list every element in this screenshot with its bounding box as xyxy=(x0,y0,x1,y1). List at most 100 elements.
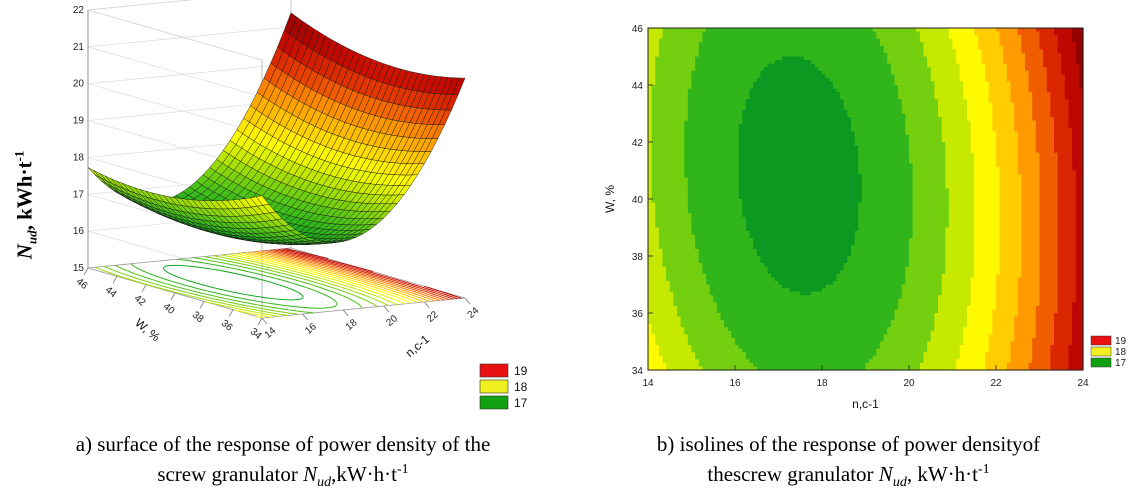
contour-cell xyxy=(691,362,696,368)
contour-cell xyxy=(778,170,783,175)
contour-cell xyxy=(738,366,743,371)
contour-cell xyxy=(658,298,664,303)
contour-cell xyxy=(727,288,732,293)
contour-cell xyxy=(753,134,758,140)
contour-cell xyxy=(662,366,667,371)
contour-cell xyxy=(709,113,714,118)
contour-cell xyxy=(695,188,700,193)
contour-cell xyxy=(702,152,707,157)
contour-cell xyxy=(774,337,780,343)
contour-cell xyxy=(680,206,685,211)
contour-cell xyxy=(709,245,714,250)
contour-cell xyxy=(742,191,747,197)
contour-cell xyxy=(782,166,787,172)
contour-cell xyxy=(731,320,736,325)
contour-cell xyxy=(742,120,747,125)
contour-cell xyxy=(651,109,656,115)
contour-cell xyxy=(695,220,700,225)
contour-cell xyxy=(677,60,682,65)
contour-cell xyxy=(756,291,761,296)
contour-cell xyxy=(782,316,787,321)
contour-cell xyxy=(662,245,667,250)
contour-cell xyxy=(731,60,736,65)
contour-cell xyxy=(749,202,754,207)
contour-cell xyxy=(709,206,714,211)
contour-cell xyxy=(789,95,794,100)
contour-cell xyxy=(658,273,664,278)
contour-cell xyxy=(760,113,765,118)
contour-cell xyxy=(749,56,754,61)
contour-cell xyxy=(749,345,754,350)
contour-cell xyxy=(727,120,732,125)
contour-cell xyxy=(709,298,714,303)
contour-cell xyxy=(658,181,664,186)
contour-cell xyxy=(727,117,732,122)
contour-cell xyxy=(767,85,772,90)
contour-cell xyxy=(749,248,754,254)
contour-cell xyxy=(778,248,783,254)
contour-cell xyxy=(789,316,794,321)
contour-cell xyxy=(785,327,790,332)
contour-cell xyxy=(684,38,689,43)
contour-cell xyxy=(680,316,685,321)
contour-cell xyxy=(669,45,674,50)
contour-cell xyxy=(774,266,780,271)
contour-cell xyxy=(785,99,790,104)
contour-cell xyxy=(669,60,674,65)
contour-cell xyxy=(716,216,722,221)
contour-cell xyxy=(691,334,696,339)
contour-cell xyxy=(785,56,790,61)
contour-cell xyxy=(756,184,761,189)
contour-cell xyxy=(796,67,801,72)
contour-cell xyxy=(662,327,667,332)
contour-cell xyxy=(716,245,722,250)
contour-cell xyxy=(749,145,754,150)
contour-cell xyxy=(702,256,707,261)
contour-cell xyxy=(742,31,747,36)
contour-cell xyxy=(745,117,751,122)
contour-cell xyxy=(749,337,754,343)
contour-cell xyxy=(760,199,765,204)
contour-cell xyxy=(742,35,747,40)
contour-cell xyxy=(709,166,714,172)
contour-cell xyxy=(731,263,736,268)
contour-cell xyxy=(753,92,758,97)
contour-cell xyxy=(735,199,740,204)
contour-cell xyxy=(648,102,653,107)
contour-cell xyxy=(709,263,714,268)
contour-cell xyxy=(651,195,656,200)
contour-cell xyxy=(720,156,725,161)
contour-cell xyxy=(687,92,693,97)
contour-cell xyxy=(709,63,714,68)
contour-cell xyxy=(713,38,718,43)
contour-cell xyxy=(771,56,776,61)
contour-cell xyxy=(655,313,660,318)
contour-cell xyxy=(760,142,765,147)
contour-cell xyxy=(753,163,758,168)
contour-cell xyxy=(727,359,732,364)
contour-cell xyxy=(648,352,653,357)
contour-cell xyxy=(669,188,674,193)
contour-cell xyxy=(677,227,682,232)
contour-cell xyxy=(666,163,671,168)
contour-cell xyxy=(753,266,758,271)
contour-cell xyxy=(756,85,761,90)
contour-cell xyxy=(677,216,682,221)
contour-cell xyxy=(684,131,689,136)
contour-cell xyxy=(677,209,682,214)
contour-cell xyxy=(716,302,722,307)
contour-cell xyxy=(774,38,780,43)
contour-cell xyxy=(760,127,765,132)
contour-cell xyxy=(666,202,671,207)
contour-cell xyxy=(658,42,664,47)
contour-cell xyxy=(782,163,787,168)
contour-cell xyxy=(767,330,772,335)
contour-cell xyxy=(655,117,660,122)
contour-cell xyxy=(698,320,703,325)
contour-cell xyxy=(702,320,707,325)
contour-cell xyxy=(662,323,667,328)
contour-cell xyxy=(771,323,776,328)
contour-cell xyxy=(680,81,685,86)
contour-cell xyxy=(738,252,743,257)
contour-cell xyxy=(702,223,707,229)
